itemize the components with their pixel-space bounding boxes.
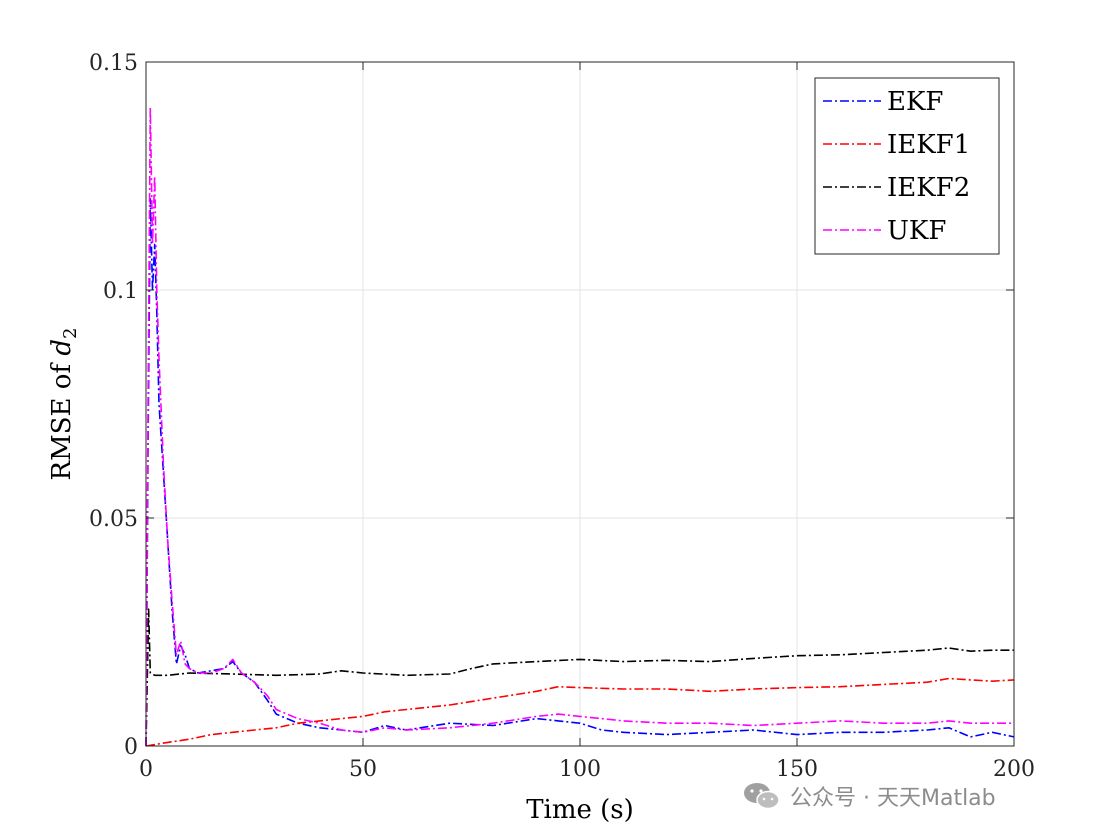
x-axis-label: Time (s) <box>526 795 634 825</box>
series-line-iekf1 <box>145 677 1015 747</box>
x-tick-label: 50 <box>349 757 377 782</box>
x-tick-label: 100 <box>559 757 601 782</box>
watermark: 公众号 · 天天Matlab <box>742 780 996 812</box>
legend-label-ukf: UKF <box>887 216 946 246</box>
axis-ticks: 0 50 100 150 200 0 0.05 0.1 0.15 <box>89 51 1035 782</box>
series-lines <box>145 106 1015 747</box>
series-line-ukf <box>145 106 1014 747</box>
y-tick-label: 0.15 <box>89 51 138 76</box>
y-tick-label: 0 <box>124 735 138 760</box>
y-axis-label: RMSE of d2 <box>47 328 81 481</box>
series-line-ekf <box>145 198 1015 747</box>
series-line-iekf2 <box>145 608 1014 747</box>
legend-label-ekf: EKF <box>887 87 943 117</box>
x-tick-label: 200 <box>993 757 1035 782</box>
legend-label-iekf1: IEKF1 <box>887 130 970 160</box>
legend-box <box>814 77 1000 255</box>
y-axis-label-sub: 2 <box>60 328 81 339</box>
legend: EKF IEKF1 IEKF2 UKF <box>814 77 1000 255</box>
x-tick-label: 150 <box>776 757 818 782</box>
y-axis-label-var: d <box>47 339 77 356</box>
y-axis-label-prefix: RMSE of <box>47 356 77 481</box>
legend-label-iekf2: IEKF2 <box>887 173 970 203</box>
y-tick-label: 0.1 <box>103 279 138 304</box>
y-tick-label: 0.05 <box>89 507 138 532</box>
watermark-text: 公众号 · 天天Matlab <box>790 786 996 811</box>
wechat-icon <box>744 783 780 810</box>
x-tick-label: 0 <box>139 757 153 782</box>
